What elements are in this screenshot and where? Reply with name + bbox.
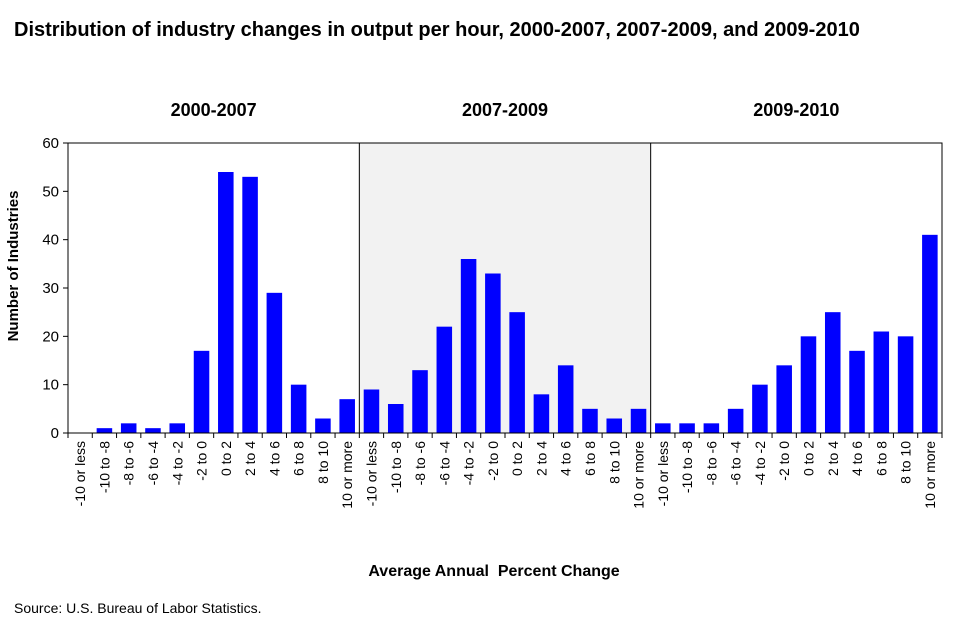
y-tick-label: 0	[51, 425, 59, 442]
x-tick-label: 4 to 6	[849, 441, 865, 476]
chart-title: Distribution of industry changes in outp…	[14, 19, 860, 41]
x-tick-label: -10 to -8	[679, 441, 695, 493]
bar-2007-2009-6 to 8	[582, 408, 598, 433]
x-tick-label: -4 to -2	[752, 441, 768, 486]
x-tick-label: -10 or less	[363, 441, 379, 506]
bar-2009-2010-6 to 8	[873, 331, 890, 433]
bar-2000-2007-2 to 4	[242, 176, 258, 434]
bar-2009-2010-10 or more	[922, 234, 938, 433]
x-tick-label: -2 to 0	[485, 441, 501, 481]
x-tick-label: -10 to -8	[96, 441, 112, 493]
bar-2009-2010-4 to 6	[849, 350, 865, 433]
x-tick-label: -8 to -6	[703, 441, 719, 486]
x-tick-label: 2 to 4	[242, 441, 258, 476]
bar-2007-2009-10 or more	[630, 408, 647, 433]
shaded-panel-2007-2009	[359, 143, 651, 433]
bar-2000-2007-0 to 2	[218, 172, 234, 433]
bar-2000-2007--6 to -4	[145, 428, 161, 433]
bar-2009-2010--8 to -6	[703, 423, 720, 433]
x-tick-label: -4 to -2	[169, 441, 185, 486]
y-axis-label: Number of Industries	[5, 191, 22, 342]
bar-2007-2009--10 or less	[363, 389, 380, 433]
x-tick-label: -10 or less	[72, 441, 88, 506]
x-tick-label: -2 to 0	[776, 441, 792, 481]
x-tick-label: -2 to 0	[194, 441, 210, 481]
y-tick-label: 50	[42, 183, 59, 200]
x-axis-label: Average Annual Percent Change	[368, 563, 619, 580]
x-tick-label: 4 to 6	[558, 441, 574, 476]
x-tick-label: 2 to 4	[533, 441, 549, 476]
x-tick-label: 10 or more	[631, 441, 647, 509]
bar-2007-2009--10 to -8	[387, 404, 404, 433]
panel-title-2000-2007: 2000-2007	[171, 100, 257, 120]
bar-2009-2010--10 to -8	[679, 423, 695, 433]
x-tick-label: 8 to 10	[315, 441, 331, 484]
bar-2009-2010-2 to 4	[824, 312, 841, 433]
y-tick-label: 40	[42, 232, 59, 249]
x-tick-label: 0 to 2	[800, 441, 816, 476]
x-tick-label: -10 or less	[655, 441, 671, 506]
bar-2000-2007-4 to 6	[266, 292, 283, 433]
bar-2009-2010--4 to -2	[752, 384, 768, 433]
x-tick-label: 10 or more	[922, 441, 938, 509]
x-tick-label: -10 to -8	[388, 441, 404, 493]
bar-2009-2010-0 to 2	[800, 336, 817, 433]
bar-2009-2010-8 to 10	[897, 336, 914, 433]
x-tick-label: 6 to 8	[873, 441, 889, 476]
x-tick-label: 4 to 6	[266, 441, 282, 476]
bar-2007-2009--4 to -2	[460, 259, 477, 433]
y-tick-label: 60	[42, 135, 59, 152]
x-tick-label: -4 to -2	[461, 441, 477, 486]
x-tick-label: 10 or more	[339, 441, 355, 509]
bar-2000-2007--8 to -6	[120, 423, 137, 433]
bar-2007-2009-2 to 4	[533, 394, 550, 433]
bar-2007-2009--2 to 0	[485, 273, 501, 433]
bar-2007-2009--6 to -4	[436, 326, 453, 433]
x-tick-label: 8 to 10	[898, 441, 914, 484]
bar-2007-2009-4 to 6	[557, 365, 574, 433]
x-tick-label: 8 to 10	[606, 441, 622, 484]
y-tick-label: 10	[42, 377, 59, 394]
bar-2000-2007--10 to -8	[96, 428, 113, 433]
bar-2009-2010--10 or less	[655, 423, 671, 433]
y-tick-label: 30	[42, 280, 59, 297]
x-tick-label: -6 to -4	[145, 441, 161, 486]
x-tick-label: -8 to -6	[412, 441, 428, 486]
x-tick-label: 6 to 8	[291, 441, 307, 476]
x-tick-label: -8 to -6	[121, 441, 137, 486]
bar-2007-2009-8 to 10	[606, 418, 623, 433]
bar-2009-2010--6 to -4	[727, 408, 744, 433]
bar-2000-2007-6 to 8	[290, 384, 307, 433]
bar-2000-2007--2 to 0	[193, 350, 210, 433]
x-tick-label: 2 to 4	[825, 441, 841, 476]
x-tick-label: 0 to 2	[218, 441, 234, 476]
source-note: Source: U.S. Bureau of Labor Statistics.	[14, 600, 262, 616]
x-tick-label: 0 to 2	[509, 441, 525, 476]
bar-2009-2010--2 to 0	[776, 365, 792, 433]
bar-2007-2009-0 to 2	[509, 312, 525, 433]
x-tick-label: -6 to -4	[728, 441, 744, 486]
y-tick-label: 20	[42, 328, 59, 345]
bar-2000-2007-10 or more	[339, 399, 355, 433]
bar-2000-2007--4 to -2	[169, 423, 186, 433]
bar-2000-2007-8 to 10	[315, 418, 331, 433]
x-tick-label: 6 to 8	[582, 441, 598, 476]
panel-title-2007-2009: 2007-2009	[462, 100, 548, 120]
bar-2007-2009--8 to -6	[412, 370, 428, 433]
x-tick-label: -6 to -4	[436, 441, 452, 486]
panel-title-2009-2010: 2009-2010	[753, 100, 839, 120]
